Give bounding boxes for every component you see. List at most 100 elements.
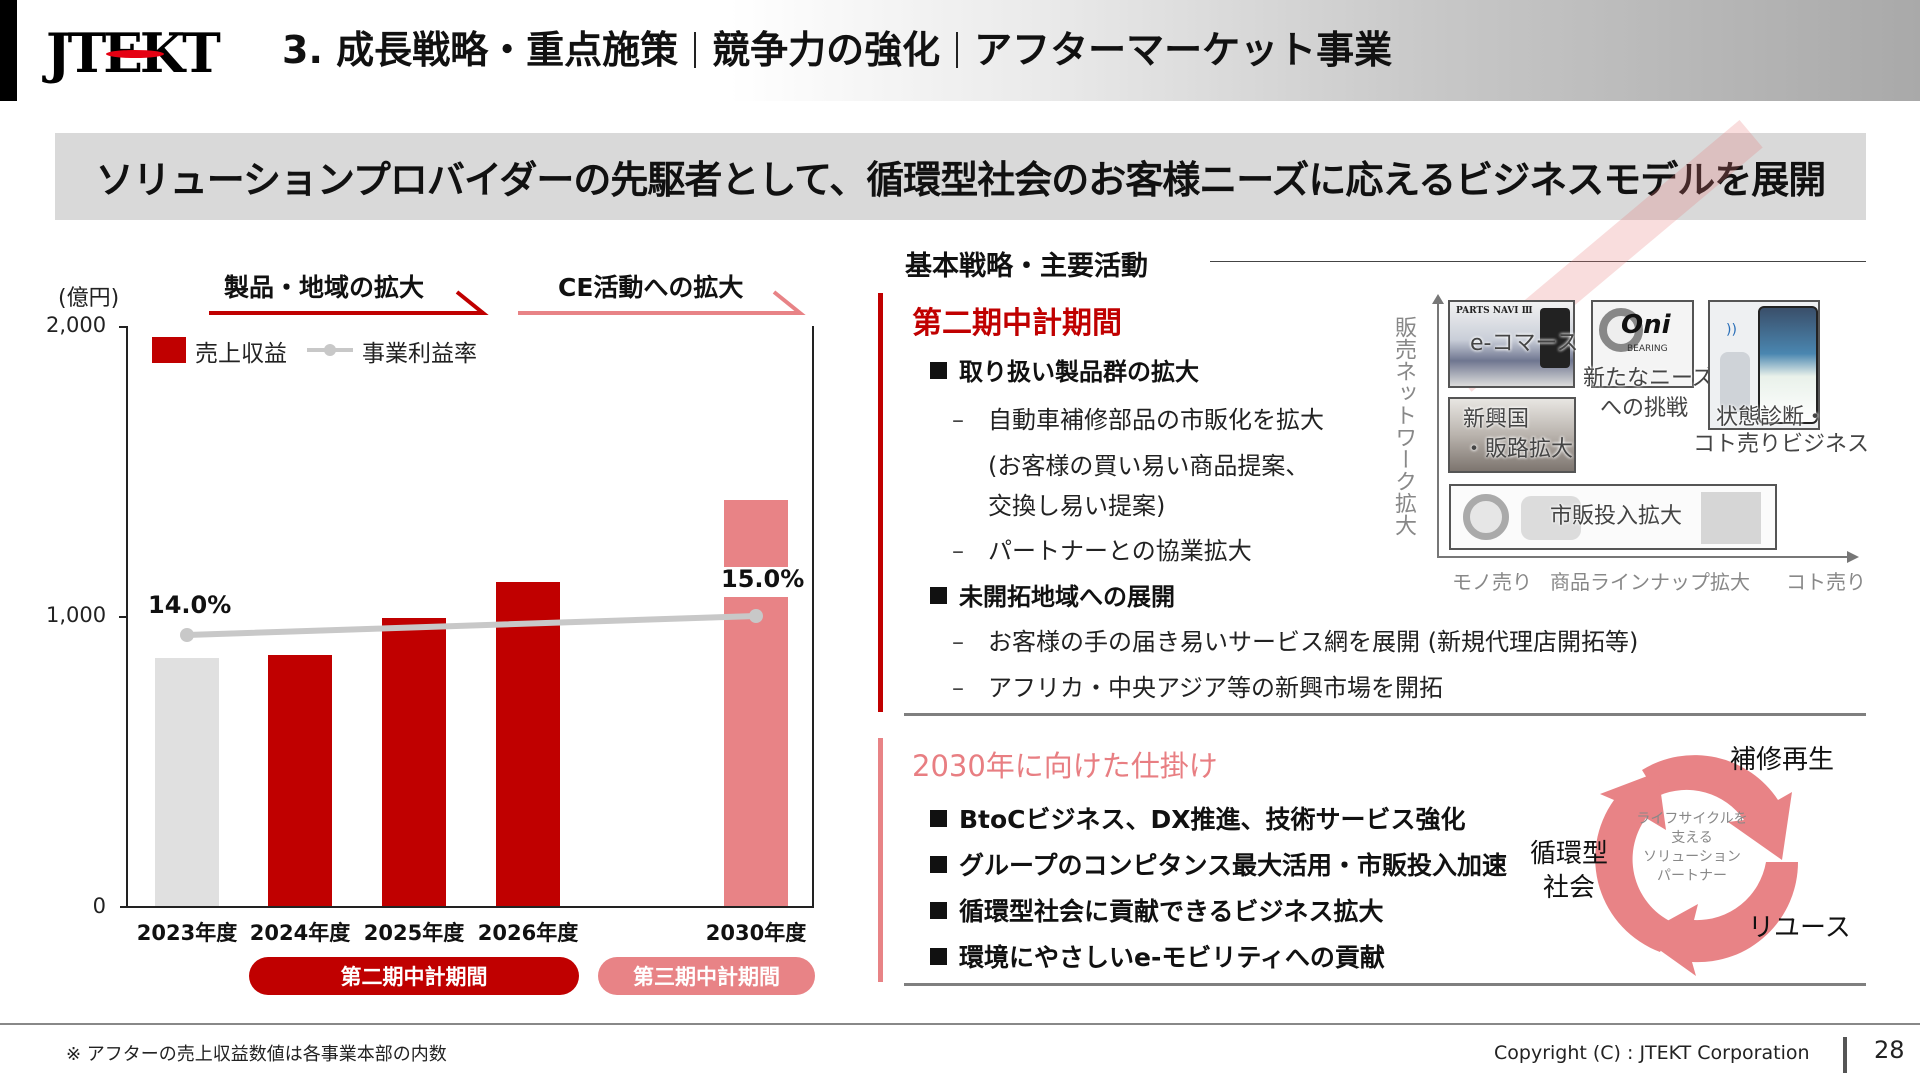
sub-text: 自動車補修部品の市販化を拡大 [988,406,1324,434]
phase-arrow-head-2-icon [772,290,806,315]
trigger-accent-bar [878,738,883,982]
matrix-y-axis-label: 販売ネットワーク拡大 [1391,316,1416,536]
bullet-product-expansion: 取り扱い製品群の拡大 [930,352,1199,387]
matrix-x-right: コト売り [1786,570,1866,594]
footnote: ※ アフターの売上収益数値は各事業本部の内数 [66,1044,447,1065]
x-label-2026: 2026年度 [477,921,579,945]
x-axis [120,906,814,908]
phase-arrow-1 [209,311,484,315]
phone-image [1540,308,1570,368]
copyright: Copyright (C) : JTEKT Corporation [1494,1042,1810,1064]
key-message: ソリューションプロバイダーの先駆者として、循環型社会のお客様ニーズに応えるビジネ… [95,158,1827,202]
parts-navi-logo: PARTS NAVI Ⅲ [1456,306,1533,316]
y-tick-1000: 1,000 [46,603,107,627]
sub-text: パートナーとの協業拡大 [988,537,1252,565]
x-label-2024: 2024年度 [249,921,351,945]
header-accent-bar [0,0,17,101]
page-title: 3. 成長戦略・重点施策 競争力の強化 アフターマーケット事業 [282,26,1392,74]
wifi-icon: )) [1726,322,1737,338]
y-tick-0: 0 [92,894,106,918]
section-divider [904,983,1866,986]
bar-2024 [268,655,332,906]
legend-margin-label: 事業利益率 [362,341,477,367]
cycle-center-line: ライフサイクルを [1636,811,1748,827]
legend-revenue-label: 売上収益 [195,341,287,367]
title-subsection: 競争力の強化 [712,28,941,72]
bullet-text: BtoCビジネス、DX推進、技術サービス強化 [959,805,1466,834]
key-message-banner: ソリューションプロバイダーの先駆者として、循環型社会のお客様ニーズに応えるビジネ… [55,133,1866,220]
chart-right-border [812,326,814,908]
trigger-title: 2030年に向けた仕掛け [912,749,1218,783]
sub-text: お客様の手の届き易いサービス網を展開 (新規代理店開拓等) [988,628,1639,656]
legend-margin-line-icon [307,344,353,356]
strategy-heading: 基本戦略・主要活動 [905,251,1148,282]
tile-emerging [1448,397,1576,473]
trigger-bullet: グループのコンピタンス最大活用・市販投入加速 [930,846,1507,882]
x-label-2023: 2023年度 [136,921,238,945]
trigger-bullet: 環境にやさしいe-モビリティへの貢献 [930,938,1385,974]
x-label-2030: 2030年度 [705,921,807,945]
phase-arrow-head-1-icon [455,290,489,315]
phase-label-ce: CE活動への拡大 [558,273,744,302]
bullet-title: 未開拓地域への展開 [959,583,1175,611]
bearing-image [1463,494,1509,540]
tile-market-launch-label: 市販投入拡大 [1550,504,1683,529]
sub-item-cont: (お客様の買い易い商品提案、 [988,452,1310,480]
sub-item: – 自動車補修部品の市販化を拡大 [952,400,1324,435]
y-axis [126,326,128,908]
sub-item: – アフリカ・中央アジア等の新興市場を開拓 [952,668,1443,703]
tile-market-launch [1449,484,1777,550]
bullet-text: 環境にやさしいe-モビリティへの貢献 [959,943,1385,972]
sub-item: – お客様の手の届き易いサービス網を展開 (新規代理店開拓等) [952,622,1638,657]
trigger-bullet: 循環型社会に貢献できるビジネス拡大 [930,892,1384,928]
margin-line [180,609,763,642]
logo-swoosh-icon [106,50,164,58]
dash-icon: – [952,674,964,702]
legend-revenue-swatch [152,337,186,363]
bar-2023 [155,658,219,906]
square-bullet-icon [930,902,947,919]
dash-icon: – [952,406,964,434]
tile-emerging-label-1: 新興国 [1463,407,1530,432]
pump-image [1521,496,1581,540]
arrow-right-icon [1847,551,1859,563]
square-bullet-icon [930,587,947,604]
section-divider [904,713,1866,716]
phase-arrow-2 [518,311,800,315]
bullet-text: 循環型社会に貢献できるビジネス拡大 [959,897,1384,926]
title-divider [694,32,697,68]
cycle-label-circular-2: 社会 [1543,873,1596,903]
matrix-x-left: モノ売り [1452,570,1532,594]
oni-logo-sub: BEARING [1627,344,1668,354]
title-divider [956,32,959,68]
phase-label-expansion: 製品・地域の拡大 [224,273,425,302]
tile-diagnosis: )) [1708,300,1820,430]
cycle-label-reuse: リユース [1748,913,1851,943]
bullet-title: 取り扱い製品群の拡大 [959,358,1199,386]
square-bullet-icon [930,948,947,965]
dash-icon: – [952,628,964,656]
footer-rule [0,1023,1920,1025]
trigger-bullet: BtoCビジネス、DX推進、技術サービス強化 [930,800,1466,836]
tile-new-needs-label-2: への挑戦 [1600,396,1689,421]
y-tick-mark [119,616,127,618]
bullet-text: グループのコンピタンス最大活用・市販投入加速 [959,851,1508,880]
header [0,0,1920,101]
page-number: 28 [1874,1036,1905,1064]
bar-2030-label-gap [720,567,792,597]
y-tick-mark [119,326,127,328]
matrix-x-center: 商品ラインナップ拡大 [1550,570,1750,594]
cycle-label-circular-1: 循環型 [1530,839,1609,869]
matrix-y-axis [1437,302,1439,558]
dash-icon: – [952,537,964,565]
margin-label-2030: 15.0% [721,565,805,593]
tile-diagnosis-label-1: 状態診断・ [1716,405,1827,430]
lifecycle-cycle-diagram [1595,755,1799,976]
matrix-x-axis [1437,556,1847,558]
bar-2030 [724,500,788,906]
square-bullet-icon [930,810,947,827]
bar-2026 [496,582,560,906]
cycle-center-line: ソリューション [1643,849,1741,865]
period-pill-3rd: 第三期中計期間 [598,957,815,995]
cycle-center-text: ライフサイクルを 支える ソリューション パートナー [1632,810,1752,886]
